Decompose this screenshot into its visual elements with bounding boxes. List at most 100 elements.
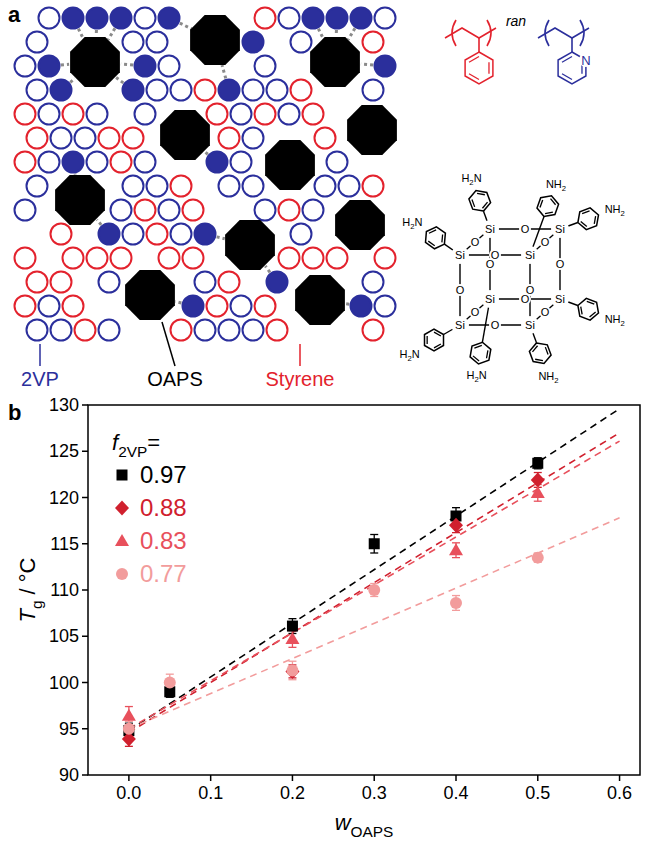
text-part: / °C <box>15 557 40 600</box>
styrene-bead <box>51 272 72 293</box>
tick <box>82 774 88 776</box>
data-point <box>287 621 298 632</box>
error-cap <box>288 661 296 662</box>
tick <box>128 775 130 781</box>
label-ground <box>481 220 499 238</box>
double-bond <box>488 62 489 74</box>
double-bond <box>540 200 543 207</box>
error-cap <box>288 679 296 680</box>
double-bond <box>532 346 537 352</box>
text-part: 2 <box>554 376 558 385</box>
pendant-bond <box>571 38 573 52</box>
2vp-bead <box>291 224 312 245</box>
2vp-bead <box>303 200 324 221</box>
label-ground <box>539 236 551 248</box>
oaps-cage <box>55 175 105 225</box>
text-part: H <box>399 348 407 360</box>
styrene-bead <box>63 248 84 269</box>
bound-2vp <box>195 224 216 245</box>
ring <box>529 343 551 364</box>
tick <box>82 543 88 545</box>
text-part: 2VP <box>118 443 147 460</box>
bound-2vp <box>351 8 372 29</box>
amine-label: H2N <box>402 216 422 231</box>
silicon-label: Si <box>555 223 565 235</box>
text-part: NH <box>605 203 621 215</box>
double-bond <box>535 359 543 360</box>
silicon-label: Si <box>455 319 465 331</box>
fit-line <box>129 409 620 731</box>
fit-line <box>129 433 620 733</box>
tick <box>82 589 88 591</box>
tick-label: 0.4 <box>443 783 468 803</box>
double-bond <box>428 241 434 246</box>
bound-2vp <box>219 80 240 101</box>
styrene-bead <box>159 248 180 269</box>
styrene-bead <box>183 200 204 221</box>
species-label: 2VP <box>21 368 59 390</box>
styrene-bead <box>303 104 324 125</box>
styrene-bead <box>255 104 276 125</box>
label-ground <box>519 223 531 235</box>
oaps-cage <box>125 270 175 320</box>
legend-label: 0.88 <box>140 494 187 521</box>
2vp-bead <box>315 176 336 197</box>
double-bond <box>441 234 443 242</box>
atom-label: N <box>581 53 590 68</box>
ring <box>470 342 491 364</box>
styrene-bead <box>219 272 240 293</box>
double-bond <box>562 56 572 62</box>
schematic <box>15 8 397 341</box>
amine-label: NH2 <box>546 178 566 193</box>
tick-label: 0.0 <box>116 783 141 803</box>
label-ground <box>551 220 569 238</box>
double-bond <box>582 211 589 214</box>
styrene-bead <box>375 248 396 269</box>
silicon-label: Si <box>485 223 495 235</box>
2vp-bead <box>243 128 264 149</box>
double-bond <box>477 193 485 194</box>
2vp-bead <box>159 56 180 77</box>
silicon-label: Si <box>525 319 535 331</box>
tick <box>210 775 212 781</box>
label-ground <box>554 258 566 270</box>
data-point <box>532 552 544 564</box>
label-ground <box>551 290 569 308</box>
styrene-bead <box>255 296 276 317</box>
bound-2vp <box>135 56 156 77</box>
tick <box>455 775 457 781</box>
legend-marker <box>117 470 128 481</box>
data-point <box>123 723 135 735</box>
2vp-bead <box>27 320 48 341</box>
double-bond <box>469 56 479 62</box>
oxygen-label: O <box>521 223 530 235</box>
tick-label: 0.6 <box>607 783 632 803</box>
2vp-bead <box>135 8 156 29</box>
styrene-bead <box>207 104 228 125</box>
2vp-bead <box>123 176 144 197</box>
bound-2vp <box>87 8 108 29</box>
2vp-bead <box>243 80 264 101</box>
text-part: N <box>474 172 482 184</box>
bound-2vp <box>51 80 72 101</box>
bound-2vp <box>351 296 372 317</box>
styrene-bead <box>279 200 300 221</box>
styrene-bead <box>267 320 288 341</box>
2vp-bead <box>159 200 180 221</box>
bound-2vp <box>63 152 84 173</box>
styrene-bead <box>51 224 72 245</box>
tick <box>82 682 88 684</box>
figure: a2VPOAPSStyreneNranH2NNH2H2NNH2H2NNH2H2N… <box>0 0 654 850</box>
label-ground <box>521 246 539 264</box>
text-part: NH <box>605 313 621 325</box>
legend-title: f2VP= <box>112 430 160 460</box>
styrene-bead <box>123 128 144 149</box>
legend: f2VP=0.970.880.830.77 <box>112 430 187 587</box>
silicon-label: Si <box>455 249 465 261</box>
oaps-cage <box>347 105 397 155</box>
bound-2vp <box>39 56 60 77</box>
oxygen-label: O <box>471 236 480 248</box>
tick-label: 0.5 <box>525 783 550 803</box>
error-cap <box>452 610 460 611</box>
tick-label: 90 <box>59 765 79 785</box>
